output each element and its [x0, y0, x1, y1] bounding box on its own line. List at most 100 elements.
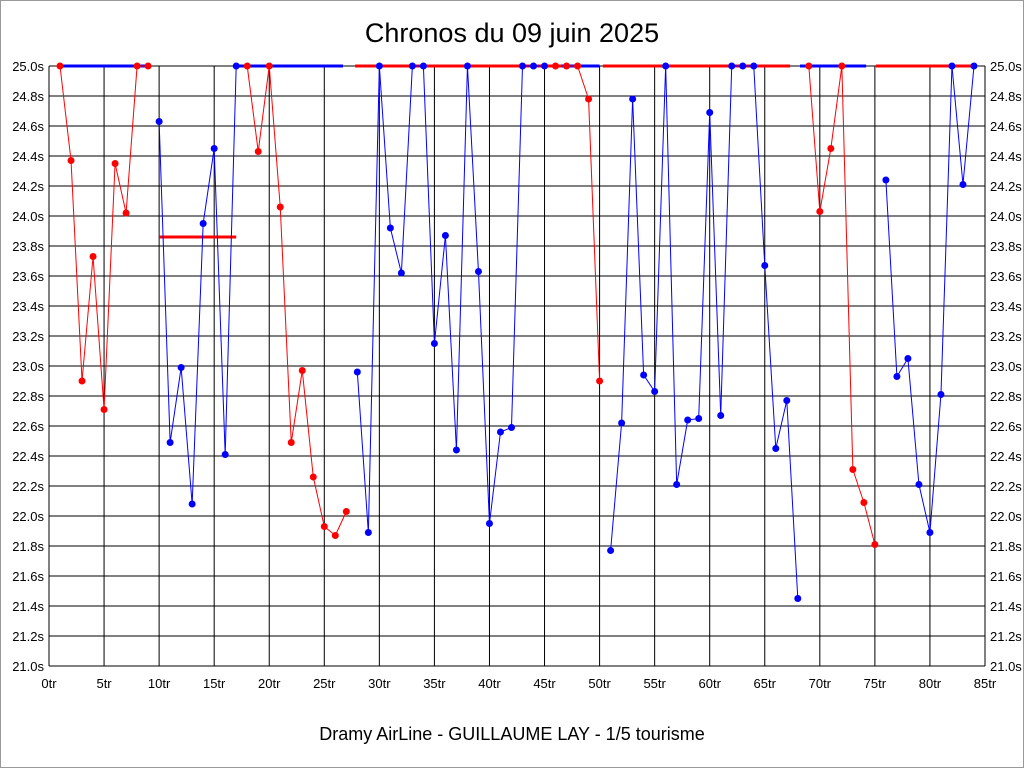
y-tick-label-left: 23.8s [12, 239, 44, 254]
y-tick-label-left: 23.0s [12, 359, 44, 374]
data-point [959, 181, 967, 188]
series-segment [59, 65, 72, 161]
y-tick-label-left: 24.2s [12, 179, 44, 194]
series-segment [378, 65, 391, 229]
data-point [342, 508, 350, 515]
x-tick-label: 60tr [699, 676, 722, 691]
data-point [276, 203, 284, 211]
x-tick-label: 45tr [533, 676, 556, 691]
x-tick-label: 50tr [588, 676, 611, 691]
data-point [309, 473, 317, 481]
data-point [706, 109, 714, 116]
data-point [254, 148, 262, 155]
data-point [144, 62, 152, 70]
series-segment [764, 265, 777, 449]
series-segment [632, 98, 645, 376]
y-tick-label-right: 22.8s [990, 389, 1022, 404]
data-point [970, 62, 978, 70]
data-point [419, 62, 427, 70]
series-segment [951, 65, 964, 185]
series-segment [720, 65, 733, 416]
data-point [607, 547, 615, 554]
series-segment [455, 65, 468, 451]
data-point [441, 232, 449, 239]
series-segment [841, 65, 854, 470]
data-point [519, 62, 527, 70]
data-point [618, 419, 626, 427]
series-segment [367, 65, 380, 533]
data-point [871, 541, 879, 548]
data-point [485, 520, 493, 527]
series-segment [290, 370, 303, 443]
x-tick-label: 35tr [423, 676, 446, 691]
data-point [177, 364, 185, 371]
data-point [805, 62, 813, 70]
chart-title: Chronos du 09 juin 2025 [364, 18, 660, 48]
series-segment [907, 358, 920, 485]
data-point [265, 62, 273, 70]
series-segment [279, 206, 292, 443]
series-segment [654, 65, 667, 392]
series-segment [213, 148, 226, 455]
data-point [199, 220, 207, 227]
data-point [430, 340, 438, 347]
y-tick-label-right: 23.6s [990, 269, 1022, 284]
y-tick-label-left: 21.8s [12, 539, 44, 554]
series-segment [852, 469, 865, 503]
y-tick-label-left: 22.0s [12, 509, 44, 524]
data-point [397, 269, 405, 277]
x-tick-label: 40tr [478, 676, 501, 691]
data-point [530, 62, 538, 70]
data-point [496, 428, 504, 436]
data-point [463, 62, 471, 70]
series-segment [488, 431, 501, 524]
y-tick-label-left: 22.8s [12, 389, 44, 404]
data-point [507, 424, 515, 431]
y-tick-label-right: 25.0s [990, 59, 1022, 74]
data-point [188, 500, 196, 508]
data-point [100, 406, 108, 413]
series-segment [444, 235, 457, 451]
data-point [375, 62, 383, 70]
data-point [78, 377, 86, 385]
data-point [827, 145, 835, 152]
series-segment [885, 179, 898, 377]
y-tick-label-right: 21.6s [990, 569, 1022, 584]
y-tick-label-right: 24.6s [990, 119, 1022, 134]
y-tick-label-left: 23.2s [12, 329, 44, 344]
x-tick-label: 10tr [148, 676, 171, 691]
data-point [948, 62, 956, 70]
data-point [596, 377, 604, 385]
data-point [287, 439, 295, 446]
data-point [67, 157, 75, 164]
data-point [56, 62, 64, 70]
x-tick-label: 20tr [258, 676, 281, 691]
y-tick-label-left: 21.4s [12, 599, 44, 614]
data-point [717, 412, 725, 419]
x-tick-label: 65tr [754, 676, 777, 691]
x-tick-label: 0tr [41, 676, 57, 691]
data-point [783, 397, 791, 404]
series-segment [92, 256, 105, 410]
data-point [772, 445, 780, 452]
series-segment [510, 65, 524, 428]
series-segment [169, 367, 182, 443]
y-tick-label-right: 21.0s [990, 659, 1022, 674]
y-tick-label-right: 22.0s [990, 509, 1022, 524]
data-point [761, 262, 769, 269]
y-tick-label-right: 22.2s [990, 479, 1022, 494]
data-point [816, 208, 824, 215]
y-tick-label-left: 23.6s [12, 269, 44, 284]
data-point [640, 371, 648, 379]
series-segment [268, 65, 281, 208]
data-point [750, 62, 758, 70]
series-segment [621, 98, 634, 424]
data-point [849, 466, 857, 473]
data-point [926, 529, 934, 536]
y-tick-label-left: 22.6s [12, 419, 44, 434]
data-point [353, 368, 361, 376]
data-point [386, 224, 394, 232]
series-segment [301, 370, 314, 478]
series-segment [918, 484, 931, 533]
data-point [882, 176, 890, 184]
